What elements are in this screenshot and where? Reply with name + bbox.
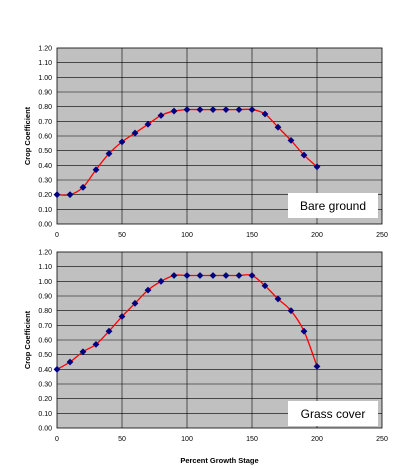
chart-1-data-point: [261, 110, 269, 118]
chart-2-xlabel: Percent Growth Stage: [180, 456, 258, 465]
chart-1-ytick-label: 0.00: [38, 222, 52, 229]
chart-1-ytick-label: 0.50: [38, 148, 52, 155]
chart-2-data-point: [235, 272, 243, 279]
chart-2-xtick-label: 50: [118, 436, 126, 443]
chart-1-data-point: [183, 106, 191, 113]
chart-1-data-point: [79, 183, 87, 191]
chart-1-data-point: [209, 106, 217, 113]
chart-1-data-point: [235, 106, 243, 113]
chart-1-xtick-label: 200: [311, 232, 323, 239]
chart-2-ytick-label: 0.30: [38, 382, 52, 389]
chart-2-ytick-label: 1.20: [38, 250, 52, 257]
chart-2-data-point: [66, 358, 74, 366]
chart-1-data-point: [248, 106, 256, 113]
chart-2-ylabel: Crop Coefficient: [23, 310, 32, 369]
chart-1-ytick-label: 0.20: [38, 192, 52, 199]
chart-1-xtick-label: 0: [55, 232, 59, 239]
chart-2-label-box: [288, 401, 378, 426]
chart-1-xtick-label: 250: [376, 232, 388, 239]
chart-1-data-point: [287, 137, 295, 144]
chart-1-ytick-label: 0.10: [38, 207, 52, 214]
chart-1-ytick-label: 1.20: [38, 46, 52, 53]
chart-1-data-point: [274, 123, 282, 131]
chart-2-data-point: [183, 272, 191, 279]
chart-2-data-point: [79, 348, 87, 356]
chart-2-data-point: [170, 272, 178, 279]
chart-2-ytick-label: 0.90: [38, 294, 52, 301]
chart-2-data-point: [248, 272, 256, 279]
chart-1-ytick-label: 1.00: [38, 75, 52, 82]
chart-2-data-point: [157, 277, 165, 285]
chart-2-ytick-label: 0.00: [38, 426, 52, 433]
chart-2-data-point: [53, 365, 61, 373]
chart-2-label: Grass cover: [301, 407, 366, 421]
chart-2-ytick-label: 0.80: [38, 308, 52, 315]
chart-1-ytick-label: 0.60: [38, 134, 52, 141]
chart-1-data-point: [157, 112, 165, 119]
chart-1-ytick-label: 0.30: [38, 178, 52, 185]
chart-1-data-point: [118, 138, 126, 146]
chart-2-xtick-label: 200: [311, 436, 323, 443]
chart-1-data-point: [92, 166, 100, 174]
chart-1-label: Bare ground: [300, 199, 366, 213]
chart-2: 0.00 0.10 0.20 0.30 0.40 0.50 0.60 0.70 0.80 0.90…: [23, 250, 388, 466]
chart-2-ytick-label: 0.50: [38, 352, 52, 359]
chart-2-data-point: [105, 327, 113, 335]
chart-2-data-point: [274, 295, 282, 303]
chart-1-data-point: [144, 120, 152, 128]
chart-2-data-point: [300, 327, 308, 335]
chart-2-data-point: [261, 282, 269, 290]
chart-1-ytick-label: 1.10: [38, 60, 52, 67]
chart-2-ytick-label: 0.70: [38, 323, 52, 330]
chart-2-data-point: [209, 272, 217, 279]
chart-2-ytick-label: 0.40: [38, 367, 52, 374]
chart-2-data-point: [144, 286, 152, 294]
chart-2-data-point: [92, 341, 100, 348]
chart-2-xtick-label: 150: [246, 436, 258, 443]
chart-2-xtick-label: 250: [376, 436, 388, 443]
chart-1: 0.00 0.10 0.20 0.30 0.40 0.50 0.60 0.70 0.80 0.90…: [23, 46, 388, 240]
chart-2-data-point: [131, 299, 139, 307]
chart-1-data-point: [196, 106, 204, 113]
chart-1-xtick-label: 50: [118, 232, 126, 239]
chart-2-xtick-label: 100: [181, 436, 193, 443]
chart-1-data-point: [53, 191, 61, 199]
chart-2-data-point: [222, 272, 230, 279]
chart-1-ytick-label: 0.90: [38, 90, 52, 97]
chart-2-xtick-label: 0: [55, 436, 59, 443]
chart-1-ytick-label: 0.70: [38, 119, 52, 126]
chart-1-xtick-label: 150: [246, 232, 258, 239]
chart-1-data-point: [313, 163, 321, 171]
chart-2-ytick-label: 1.10: [38, 264, 52, 271]
chart-1-label-box: [288, 193, 378, 218]
chart-2-data-point: [313, 363, 321, 370]
chart-1-ytick-label: 0.40: [38, 163, 52, 170]
chart-1-xtick-label: 100: [181, 232, 193, 239]
chart-1-data-point: [170, 107, 178, 115]
chart-1-ytick-label: 0.80: [38, 104, 52, 111]
chart-1-data-point: [300, 151, 308, 159]
chart-2-ytick-label: 0.20: [38, 396, 52, 403]
chart-2-data-point: [196, 272, 204, 279]
chart-1-data-point: [222, 106, 230, 113]
chart-2-data-point: [118, 313, 126, 320]
chart-1-ylabel: Crop Coefficient: [23, 106, 32, 165]
chart-1-data-point: [105, 150, 113, 157]
chart-1-data-point: [66, 191, 74, 199]
chart-2-ytick-label: 0.60: [38, 338, 52, 345]
chart-2-data-point: [287, 307, 295, 315]
chart-2-ytick-label: 1.00: [38, 279, 52, 286]
chart-1-data-point: [131, 129, 139, 137]
chart-2-ytick-label: 0.10: [38, 411, 52, 418]
